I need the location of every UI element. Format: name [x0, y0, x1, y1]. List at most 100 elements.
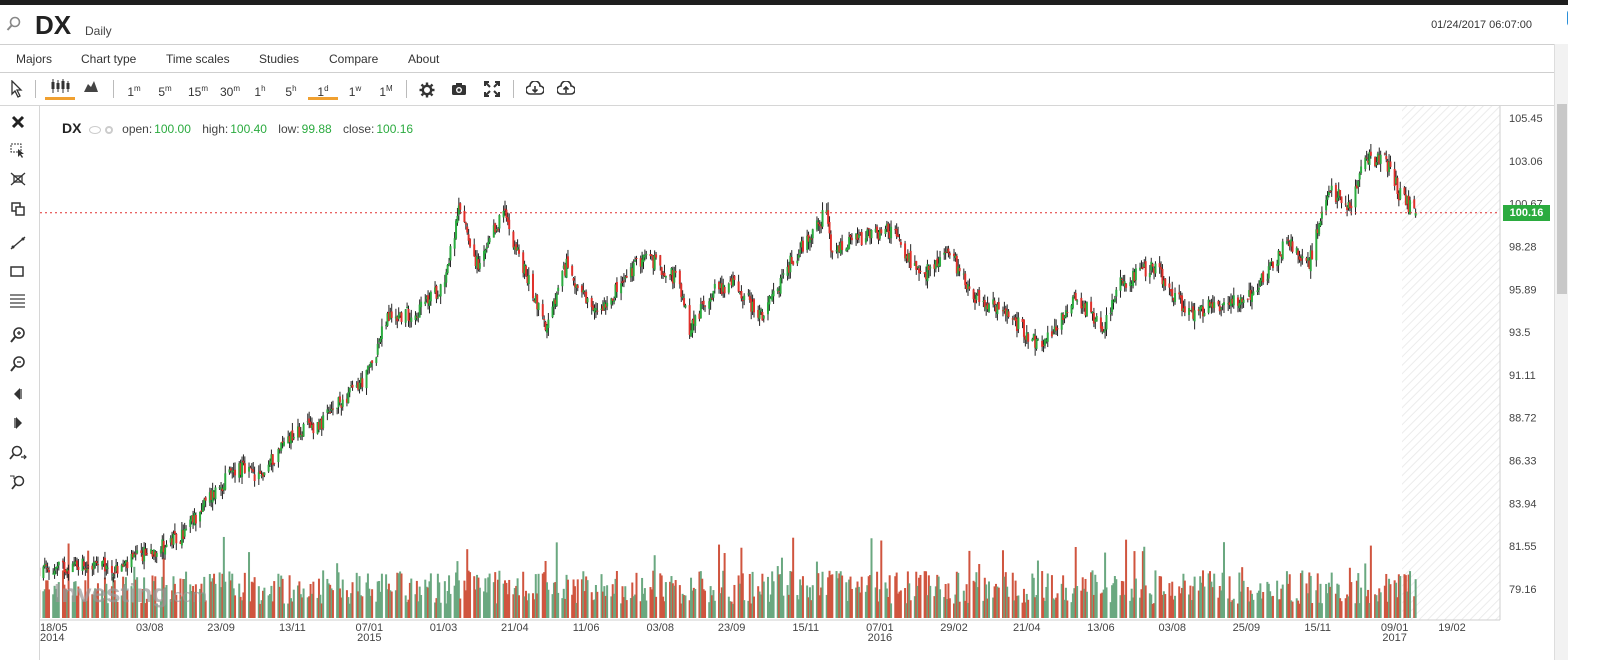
- cloud-download-icon[interactable]: [526, 81, 544, 97]
- volume-bar: [1199, 576, 1202, 618]
- pointer-icon[interactable]: [10, 80, 24, 98]
- volume-bar: [455, 572, 458, 618]
- menu-studies[interactable]: Studies: [259, 52, 300, 66]
- volume-bar: [319, 594, 322, 618]
- menu-majors[interactable]: Majors: [16, 52, 53, 66]
- interval-1w[interactable]: 1w: [345, 78, 365, 100]
- volume-bar: [173, 583, 176, 618]
- volume-bar: [159, 601, 162, 618]
- candle-body: [116, 565, 119, 574]
- interval-1h[interactable]: 1h: [251, 78, 269, 100]
- volume-bar: [515, 585, 518, 618]
- candle-body: [1309, 250, 1312, 272]
- candle-body: [1053, 326, 1056, 332]
- candle-body: [449, 246, 452, 261]
- close-icon[interactable]: [9, 113, 27, 131]
- volume-bar: [1055, 597, 1058, 618]
- crosshair-icon[interactable]: [9, 170, 27, 188]
- candle-body: [890, 226, 893, 239]
- volume-bar: [199, 588, 202, 618]
- volume-bar: [185, 571, 188, 618]
- volume-bar: [179, 578, 182, 618]
- volume-bar: [880, 540, 883, 618]
- volume-bar: [92, 594, 95, 618]
- candle-body: [270, 454, 273, 463]
- candle-body: [1001, 310, 1004, 312]
- candle-body: [1073, 294, 1076, 296]
- volume-bar: [730, 601, 733, 618]
- volume-bar: [632, 596, 635, 618]
- candle-body: [164, 547, 167, 555]
- toolbar-separator: [406, 80, 407, 98]
- volume-bar: [888, 575, 891, 618]
- volume-bar: [140, 602, 143, 618]
- cloud-upload-icon[interactable]: [557, 81, 575, 97]
- rectangle-icon[interactable]: [9, 263, 27, 281]
- candle-body: [387, 312, 390, 321]
- interval-5h[interactable]: 5h: [282, 78, 300, 100]
- scrollbar-thumb[interactable]: [1557, 104, 1567, 294]
- candle-body: [296, 426, 299, 438]
- gear-icon[interactable]: [419, 82, 435, 98]
- interval-15m[interactable]: 15m: [185, 78, 211, 100]
- zoom-reset-icon[interactable]: [9, 474, 27, 492]
- fullscreen-icon[interactable]: [484, 81, 500, 97]
- fibonacci-icon[interactable]: [9, 292, 27, 310]
- candle-body: [95, 561, 98, 564]
- interval-1d[interactable]: 1d: [308, 78, 338, 100]
- candle-body: [786, 266, 789, 276]
- candle-body: [82, 561, 85, 567]
- volume-bar: [399, 571, 402, 618]
- zoom-in-icon[interactable]: [9, 326, 27, 344]
- zoom-out-icon[interactable]: [9, 355, 27, 373]
- x-tick-label: 11/06: [573, 622, 600, 634]
- interval-5m[interactable]: 5m: [155, 78, 175, 100]
- interval-1m[interactable]: 1m: [124, 78, 144, 100]
- menu-about[interactable]: About: [408, 52, 440, 66]
- volume-bar: [369, 595, 372, 618]
- scroll-right-icon[interactable]: [9, 414, 27, 432]
- search-icon[interactable]: [6, 16, 22, 32]
- visibility-eye-icon[interactable]: [88, 125, 101, 134]
- candle-body: [983, 300, 986, 308]
- menu-time-scales[interactable]: Time scales: [166, 52, 230, 66]
- volume-bar: [1267, 583, 1270, 618]
- candle-body: [141, 554, 144, 562]
- vertical-scrollbar[interactable]: [1554, 44, 1568, 660]
- menu-chart-type[interactable]: Chart type: [81, 52, 137, 66]
- candle-body: [1340, 196, 1343, 204]
- volume-bar: [418, 586, 421, 618]
- trend-line-icon[interactable]: [9, 234, 27, 252]
- interval-30m[interactable]: 30m: [217, 78, 243, 100]
- camera-icon[interactable]: [451, 82, 467, 96]
- candle-body: [43, 563, 46, 567]
- volume-bar: [131, 602, 134, 618]
- clone-icon[interactable]: [9, 200, 27, 218]
- candle-body: [443, 282, 446, 287]
- volume-bar: [867, 576, 870, 618]
- volume-bar: [1365, 596, 1368, 618]
- volume-bar: [130, 586, 133, 618]
- series-settings-icon[interactable]: [104, 125, 113, 134]
- volume-bar: [708, 602, 711, 618]
- candle-body: [895, 228, 898, 237]
- candle-body: [1348, 202, 1351, 208]
- volume-bar: [663, 601, 666, 618]
- volume-bar: [1193, 576, 1196, 618]
- volume-bar: [835, 571, 838, 618]
- zoom-forward-icon[interactable]: [9, 444, 27, 462]
- candlestick-chart-button[interactable]: [45, 78, 75, 100]
- x-tick-label: 15/11: [1304, 622, 1331, 634]
- menu-compare[interactable]: Compare: [329, 52, 379, 66]
- candle-body: [340, 404, 343, 408]
- select-cursor-icon[interactable]: [9, 141, 27, 159]
- scroll-left-icon[interactable]: [9, 385, 27, 403]
- candle-body: [1150, 261, 1153, 271]
- volume-bar: [331, 590, 334, 618]
- candle-body: [729, 280, 732, 282]
- price-chart[interactable]: 105.45103.06100.6798.2895.8993.591.1188.…: [40, 106, 1584, 660]
- area-chart-button[interactable]: [80, 78, 102, 100]
- volume-bar: [155, 603, 158, 618]
- interval-1M[interactable]: 1M: [376, 78, 396, 100]
- volume-bar: [1063, 599, 1066, 618]
